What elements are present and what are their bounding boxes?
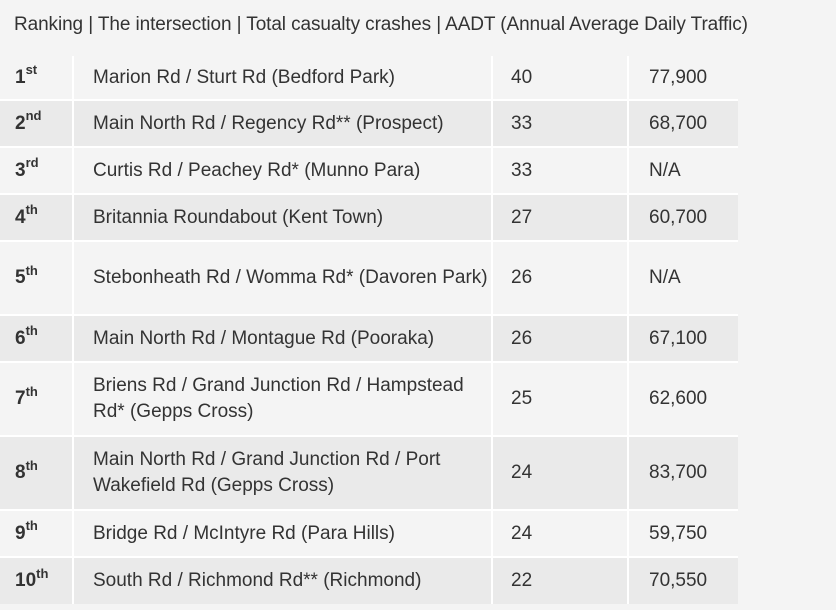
aadt-cell: N/A — [628, 146, 738, 194]
table-row: 1st Marion Rd / Sturt Rd (Bedford Park) … — [0, 56, 738, 100]
rank-suffix: th — [25, 323, 38, 339]
rank-number: 2 — [15, 112, 26, 134]
intersection-cell: Briens Rd / Grand Junction Rd / Hampstea… — [73, 361, 493, 436]
aadt-cell: 60,700 — [628, 193, 738, 241]
table-row: 10th South Rd / Richmond Rd** (Richmond)… — [0, 556, 738, 604]
rank-number: 4 — [15, 206, 26, 228]
table-row: 7th Briens Rd / Grand Junction Rd / Hamp… — [0, 361, 738, 436]
rank-number: 5 — [15, 267, 26, 288]
crashes-cell: 26 — [492, 240, 629, 315]
rank-suffix: th — [25, 457, 38, 473]
aadt-cell: 62,600 — [628, 361, 738, 436]
aadt-cell: 77,900 — [628, 56, 738, 100]
rank-suffix: nd — [25, 108, 42, 124]
rank-cell: 8th — [0, 435, 74, 510]
table-row: 9th Bridge Rd / McIntyre Rd (Para Hills)… — [0, 509, 738, 557]
intersection-cell: Main North Rd / Grand Junction Rd / Port… — [73, 435, 493, 510]
crashes-cell: 33 — [492, 99, 629, 147]
table-row: 5th Stebonheath Rd / Womma Rd* (Davoren … — [0, 240, 738, 315]
table-row: 4th Britannia Roundabout (Kent Town) 27 … — [0, 193, 738, 241]
rank-cell: 9th — [0, 509, 74, 557]
rank-suffix: th — [25, 202, 38, 218]
rank-cell: 1st — [0, 56, 74, 100]
rank-number: 7 — [15, 388, 26, 409]
rank-suffix: rd — [25, 155, 39, 171]
intersection-cell: Britannia Roundabout (Kent Town) — [73, 193, 493, 241]
aadt-cell: 70,550 — [628, 556, 738, 604]
aadt-cell: N/A — [628, 240, 738, 315]
crashes-cell: 24 — [492, 435, 629, 510]
table-caption: Ranking | The intersection | Total casua… — [14, 14, 748, 35]
rank-suffix: th — [36, 565, 49, 581]
aadt-cell: 59,750 — [628, 509, 738, 557]
rank-cell: 7th — [0, 361, 74, 436]
rank-number: 10 — [15, 570, 37, 591]
intersection-cell: Marion Rd / Sturt Rd (Bedford Park) — [73, 56, 493, 100]
crashes-cell: 24 — [492, 509, 629, 557]
aadt-cell: 68,700 — [628, 99, 738, 147]
intersection-cell: South Rd / Richmond Rd** (Richmond) — [73, 556, 493, 604]
intersection-cell: Stebonheath Rd / Womma Rd* (Davoren Park… — [73, 240, 493, 315]
rank-cell: 4th — [0, 193, 74, 241]
crashes-cell: 26 — [492, 314, 629, 362]
intersection-cell: Bridge Rd / McIntyre Rd (Para Hills) — [73, 509, 493, 557]
intersection-cell: Curtis Rd / Peachey Rd* (Munno Para) — [73, 146, 493, 194]
rank-cell: 5th — [0, 240, 74, 315]
casualty-crash-table: 1st Marion Rd / Sturt Rd (Bedford Park) … — [0, 56, 738, 604]
table-row: 2nd Main North Rd / Regency Rd** (Prospe… — [0, 99, 738, 147]
crashes-cell: 40 — [492, 56, 629, 100]
crashes-cell: 25 — [492, 361, 629, 436]
table-row: 8th Main North Rd / Grand Junction Rd / … — [0, 435, 738, 510]
crashes-cell: 33 — [492, 146, 629, 194]
rank-cell: 6th — [0, 314, 74, 362]
crashes-cell: 27 — [492, 193, 629, 241]
table-row: 6th Main North Rd / Montague Rd (Pooraka… — [0, 314, 738, 362]
rank-cell: 2nd — [0, 99, 74, 147]
rank-number: 6 — [15, 327, 26, 349]
rank-number: 1 — [15, 66, 26, 88]
table-row: 3rd Curtis Rd / Peachey Rd* (Munno Para)… — [0, 146, 738, 194]
rank-number: 9 — [15, 522, 26, 544]
rank-cell: 3rd — [0, 146, 74, 194]
crashes-cell: 22 — [492, 556, 629, 604]
rank-number: 3 — [15, 159, 26, 181]
intersection-cell: Main North Rd / Montague Rd (Pooraka) — [73, 314, 493, 362]
rank-cell: 10th — [0, 556, 74, 604]
aadt-cell: 67,100 — [628, 314, 738, 362]
rank-suffix: st — [25, 62, 38, 78]
rank-suffix: th — [25, 518, 38, 534]
rank-number: 8 — [15, 462, 26, 483]
intersection-cell: Main North Rd / Regency Rd** (Prospect) — [73, 99, 493, 147]
aadt-cell: 83,700 — [628, 435, 738, 510]
rank-suffix: th — [25, 383, 38, 399]
rank-suffix: th — [25, 262, 38, 278]
